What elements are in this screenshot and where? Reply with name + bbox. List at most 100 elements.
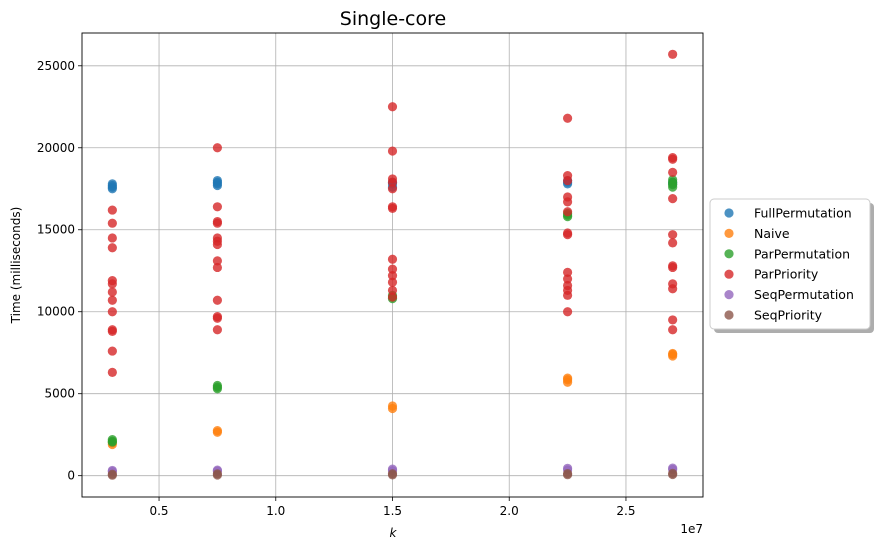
data-point (562, 468, 573, 479)
plot-area: 0.5 1.0 1.5 2.0 2.5 0 5000 10000 15000 20000 2500… (37, 32, 704, 518)
data-point (562, 274, 573, 284)
legend-item: ParPriority (724, 267, 819, 282)
data-point (107, 346, 117, 356)
x-tick-label: 1.0 (266, 504, 285, 518)
legend-item: SeqPermutation (724, 287, 854, 302)
data-point (107, 275, 117, 286)
x-tick-label: 2.0 (500, 504, 519, 518)
x-axis-offset-label: 1e7 (680, 522, 703, 536)
data-point (387, 174, 398, 184)
x-axis-ticks: 0.5 1.0 1.5 2.0 2.5 (149, 497, 636, 518)
legend-marker (724, 228, 734, 238)
data-point (387, 469, 398, 479)
data-point (387, 285, 398, 296)
data-point (387, 264, 398, 274)
data-point (107, 325, 117, 335)
data-point (668, 238, 678, 248)
data-point (668, 261, 678, 271)
legend-box (709, 198, 871, 330)
data-point (668, 167, 678, 177)
data-point (562, 192, 573, 202)
series-seqpriority (107, 468, 678, 480)
data-point (212, 256, 223, 266)
data-point (107, 179, 117, 189)
legend: FullPermutation Naive ParPermutation ParPri… (709, 198, 874, 333)
data-point (668, 468, 678, 478)
data-point (562, 280, 573, 291)
legend-label: Naive (754, 226, 790, 241)
data-point (212, 216, 223, 227)
y-tick-label: 15000 (37, 223, 75, 237)
data-point (107, 435, 117, 445)
data-point (107, 233, 117, 243)
x-tick-label: 1.5 (383, 504, 402, 518)
legend-item: Naive (724, 226, 790, 241)
data-point (668, 279, 678, 289)
data-point (562, 373, 573, 383)
data-point (387, 184, 398, 194)
y-tick-label: 5000 (44, 387, 75, 401)
data-point (387, 102, 398, 112)
data-point (562, 267, 573, 277)
data-point (387, 292, 398, 302)
data-point (387, 277, 398, 287)
data-point (212, 262, 223, 273)
data-point (668, 49, 678, 59)
legend-marker (724, 290, 734, 300)
data-point (212, 175, 223, 186)
legend-marker (724, 269, 734, 279)
data-point (107, 287, 117, 297)
data-point (107, 295, 117, 305)
y-axis-ticks: 0 5000 10000 15000 20000 25000 (37, 59, 82, 483)
chart-title: Single-core (340, 8, 446, 30)
legend-label: SeqPriority (754, 308, 823, 323)
data-point (107, 205, 117, 215)
legend-marker (724, 208, 734, 218)
data-point (387, 254, 398, 264)
y-tick-label: 20000 (37, 141, 75, 155)
y-tick-label: 10000 (37, 305, 75, 319)
data-point (387, 271, 398, 281)
data-point (107, 218, 117, 228)
data-point (387, 146, 398, 156)
data-point (668, 175, 678, 185)
data-point (387, 401, 398, 411)
legend-marker (724, 310, 734, 320)
data-point (107, 243, 117, 253)
data-point (212, 325, 223, 335)
y-tick-label: 25000 (37, 59, 75, 73)
data-point (668, 193, 678, 204)
data-point (387, 202, 398, 212)
data-point (562, 113, 573, 123)
legend-label: ParPriority (754, 267, 819, 282)
x-tick-label: 2.5 (616, 504, 635, 518)
data-point (212, 425, 223, 436)
data-point (668, 315, 678, 325)
legend-label: ParPermutation (754, 246, 850, 261)
data-point (562, 207, 573, 217)
data-point (107, 367, 117, 377)
legend-item: SeqPriority (724, 308, 823, 323)
x-tick-label: 0.5 (149, 504, 168, 518)
data-point (668, 230, 678, 240)
data-point (107, 469, 117, 479)
data-point (212, 233, 223, 243)
data-point (212, 380, 223, 391)
data-point (212, 469, 223, 479)
y-tick-label: 0 (67, 469, 75, 483)
legend-label: SeqPermutation (754, 287, 854, 302)
data-point (212, 202, 223, 212)
data-point (668, 348, 678, 359)
y-axis-label: Time (milliseconds) (9, 207, 23, 325)
grid (82, 33, 703, 497)
data-point (668, 153, 678, 163)
data-point (562, 171, 573, 181)
data-point (212, 143, 223, 153)
series-parpriority (107, 49, 678, 377)
legend-item: ParPermutation (724, 246, 850, 261)
data-point (668, 325, 678, 335)
legend-marker (724, 249, 734, 259)
data-point (212, 295, 223, 305)
data-point (562, 307, 573, 317)
